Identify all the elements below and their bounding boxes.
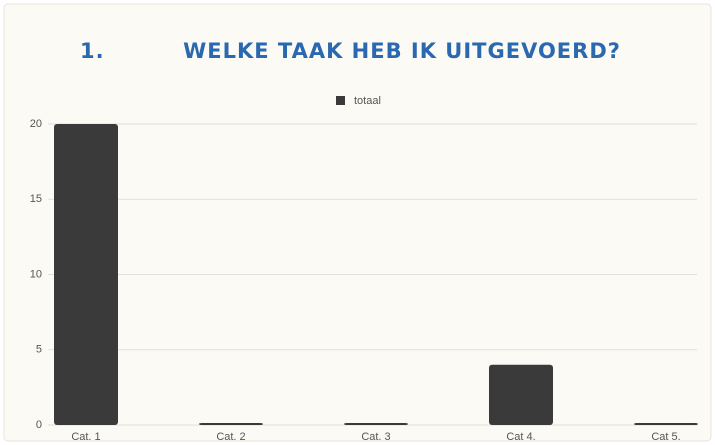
x-tick-label: Cat 5. <box>651 431 680 443</box>
bar <box>199 423 263 425</box>
x-tick-label: Cat. 1 <box>71 431 100 443</box>
legend-label: totaal <box>354 95 381 107</box>
chart-title-number: 1. <box>80 39 105 63</box>
y-tick-label: 15 <box>30 193 42 205</box>
x-tick-label: Cat. 3 <box>361 431 390 443</box>
bar <box>54 124 118 425</box>
y-tick-label: 10 <box>30 268 42 280</box>
x-tick-label: Cat 4. <box>506 431 535 443</box>
bar <box>489 364 553 425</box>
chart-title: WELKE TAAK HEB IK UITGEVOERD? <box>183 39 621 63</box>
y-tick-label: 0 <box>36 419 42 431</box>
chart-background <box>3 3 712 442</box>
y-tick-label: 5 <box>36 344 42 356</box>
legend-swatch <box>336 96 345 105</box>
bar <box>634 423 698 425</box>
bar <box>344 423 408 425</box>
x-tick-label: Cat. 2 <box>216 431 245 443</box>
y-tick-label: 20 <box>30 118 42 130</box>
